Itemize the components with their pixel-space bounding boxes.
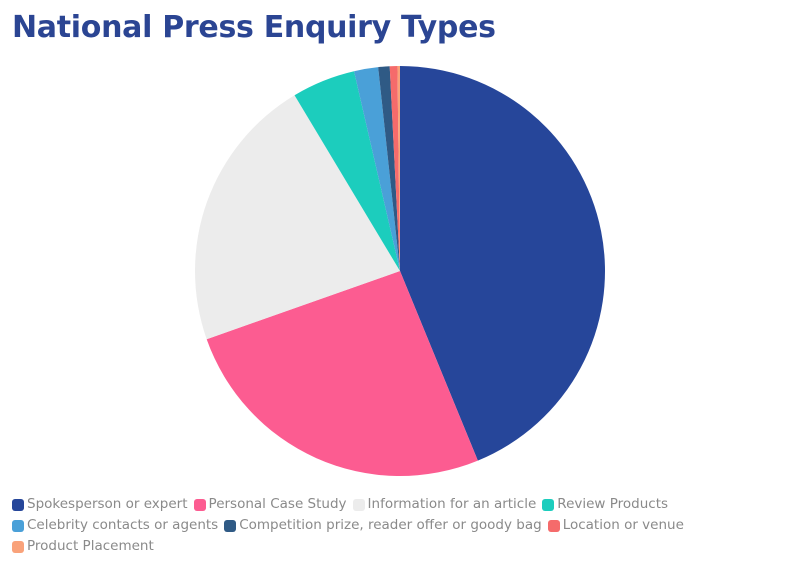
legend-swatch	[12, 498, 24, 511]
legend-swatch	[193, 498, 206, 511]
legend-item: Product Placement	[12, 536, 154, 557]
legend-label: Location or venue	[562, 517, 684, 533]
pie-slice	[194, 95, 400, 340]
legend: Spokesperson or expert Personal Case Stud…	[12, 494, 712, 557]
legend-label: Product Placement	[27, 538, 154, 554]
pie-slice	[294, 71, 400, 272]
legend-swatch	[352, 498, 365, 511]
legend-item: Review Products	[542, 494, 668, 515]
chart	[194, 66, 606, 477]
legend-label: Competition prize, reader offer or goody…	[239, 517, 542, 533]
chart-title: National Press Enquiry Types	[12, 10, 496, 45]
legend-swatch	[12, 540, 24, 553]
pie-slice	[206, 271, 478, 477]
pie-slice	[354, 67, 400, 271]
legend-item: Information for an article	[352, 494, 537, 515]
legend-item: Location or venue	[547, 515, 684, 536]
legend-label: Spokesperson or expert	[27, 496, 188, 512]
legend-label: Review Products	[557, 496, 669, 512]
legend-swatch	[12, 519, 24, 532]
pie-slice	[397, 66, 400, 271]
legend-label: Information for an article	[367, 496, 537, 512]
legend-swatch	[547, 519, 560, 532]
legend-label: Personal Case Study	[208, 496, 347, 512]
pie-slice	[378, 66, 400, 271]
pie-slice	[400, 66, 606, 461]
legend-item: Competition prize, reader offer or goody…	[224, 515, 542, 536]
legend-item: Celebrity contacts or agents	[12, 515, 218, 536]
legend-swatch	[224, 519, 237, 532]
legend-item: Personal Case Study	[193, 494, 347, 515]
pie-slice	[389, 66, 400, 271]
legend-label: Celebrity contacts or agents	[27, 517, 219, 533]
legend-item: Spokesperson or expert	[12, 494, 188, 515]
legend-swatch	[542, 498, 555, 511]
